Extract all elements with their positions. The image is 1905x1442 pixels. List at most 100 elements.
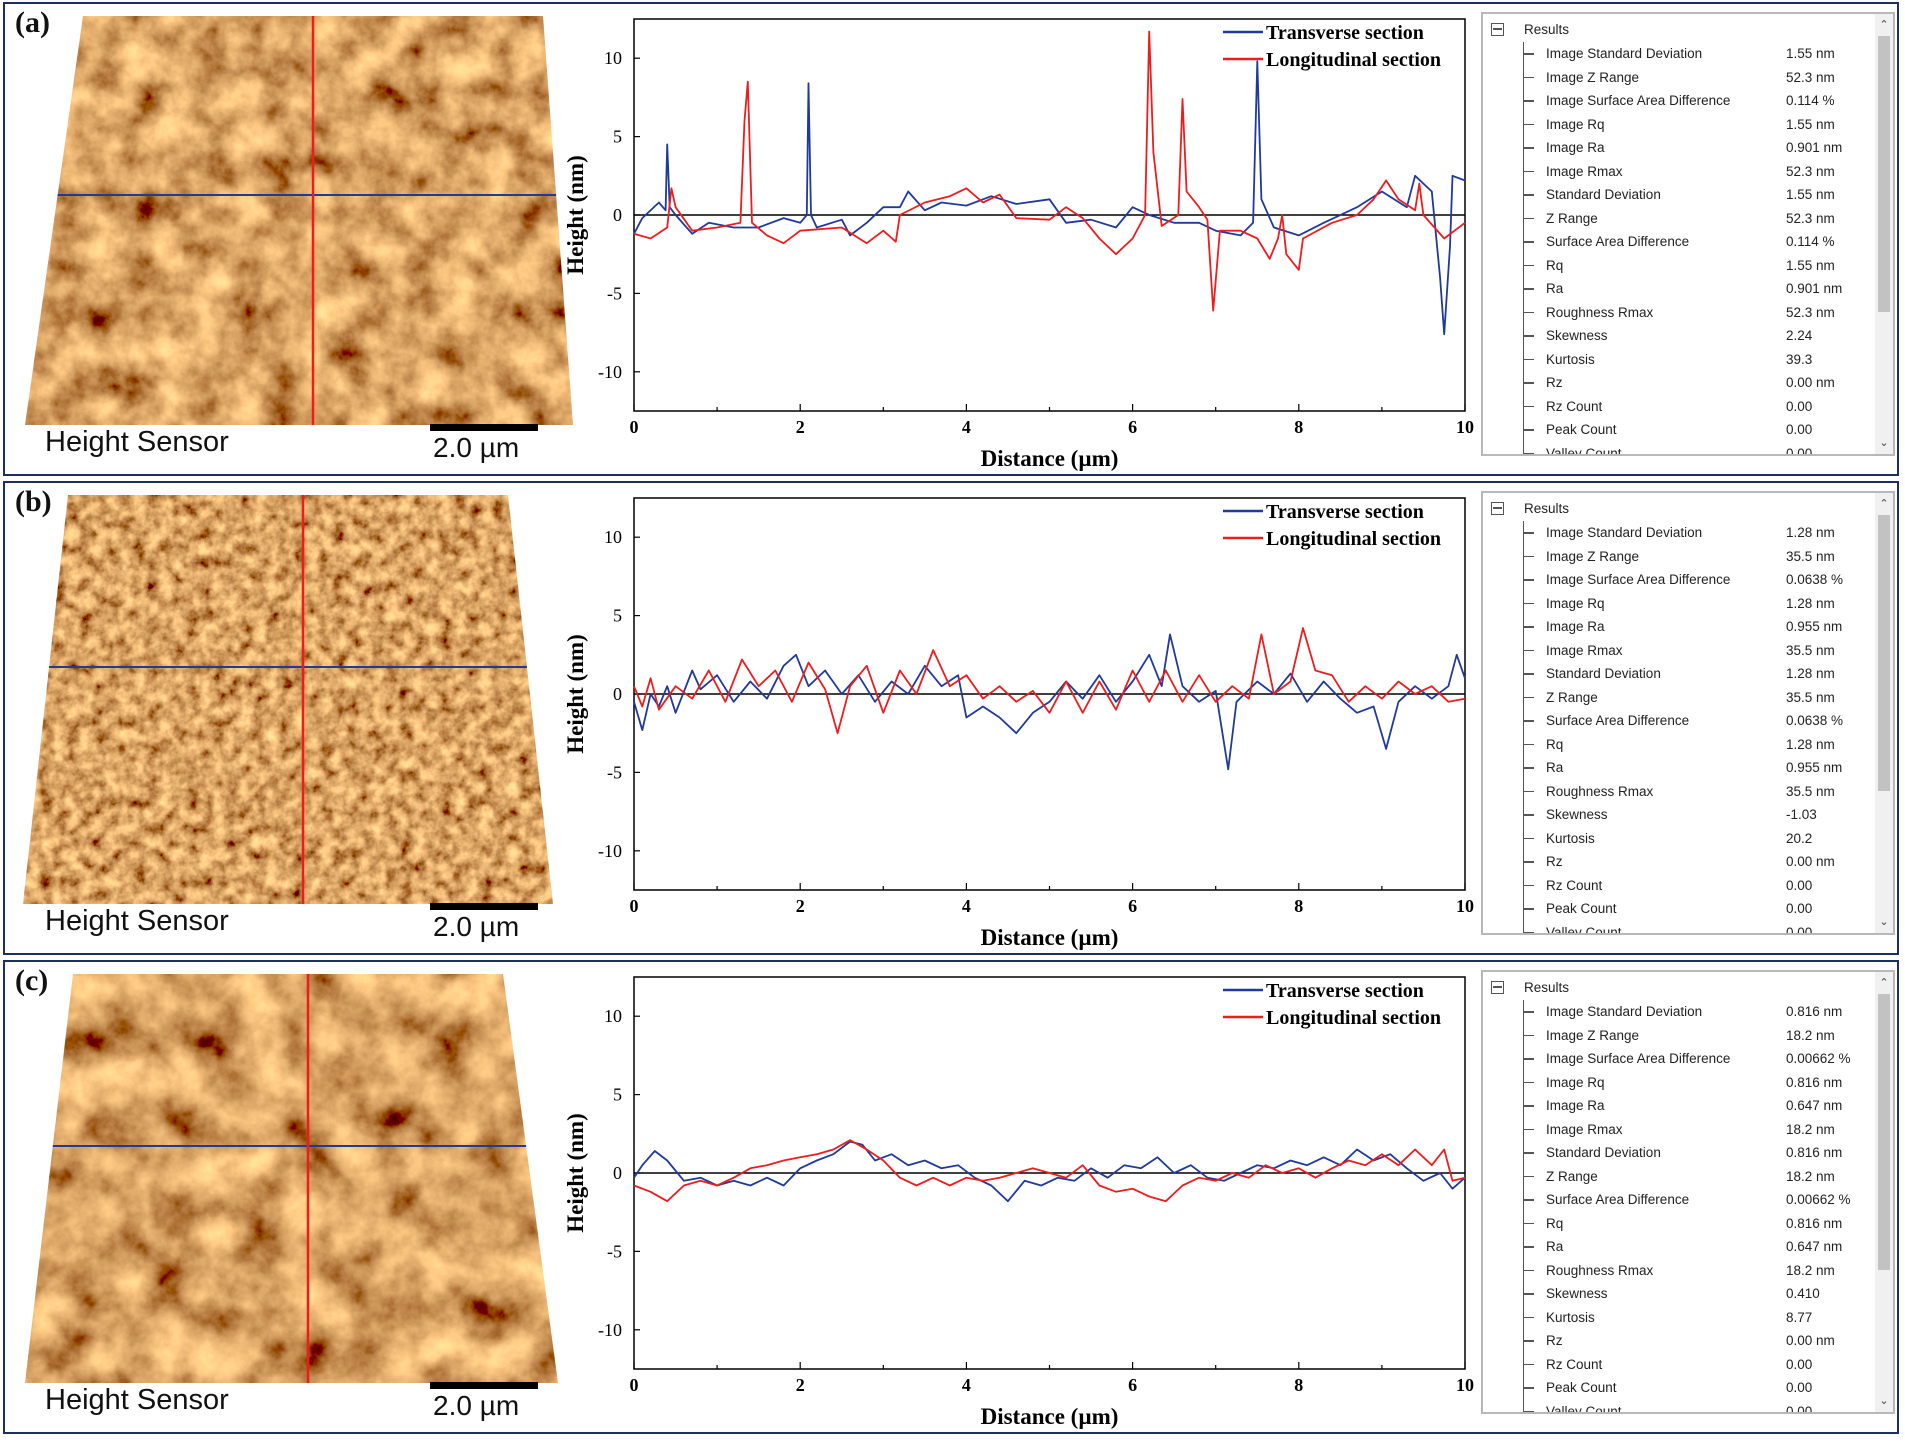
results-row[interactable]: Valley Count 0.00	[1524, 442, 1874, 454]
results-row[interactable]: Skewness -1.03	[1524, 803, 1874, 827]
results-row[interactable]: Kurtosis 8.77	[1524, 1306, 1874, 1330]
results-scrollbar[interactable]: ⌃ ⌄	[1875, 14, 1893, 454]
result-name: Rz	[1546, 1333, 1563, 1349]
results-row[interactable]: Surface Area Difference 0.114 %	[1524, 230, 1874, 254]
results-row[interactable]: Rz 0.00 nm	[1524, 1329, 1874, 1353]
result-value: 0.00	[1786, 1380, 1813, 1396]
results-row[interactable]: Ra 0.955 nm	[1524, 756, 1874, 780]
result-value: 2.24	[1786, 328, 1813, 344]
results-row[interactable]: Roughness Rmax 52.3 nm	[1524, 301, 1874, 325]
result-name: Ra	[1546, 281, 1564, 297]
results-header[interactable]: Results	[1491, 976, 1569, 998]
results-title: Results	[1524, 21, 1570, 37]
results-row[interactable]: Image Surface Area Difference 0.0638 %	[1524, 568, 1874, 592]
results-row[interactable]: Roughness Rmax 35.5 nm	[1524, 780, 1874, 804]
results-row[interactable]: Z Range 52.3 nm	[1524, 207, 1874, 231]
results-row[interactable]: Image Ra 0.901 nm	[1524, 136, 1874, 160]
results-row[interactable]: Rz Count 0.00	[1524, 1353, 1874, 1377]
results-row[interactable]: Standard Deviation 1.55 nm	[1524, 183, 1874, 207]
results-row[interactable]: Surface Area Difference 0.0638 %	[1524, 709, 1874, 733]
results-row[interactable]: Image Standard Deviation 1.28 nm	[1524, 521, 1874, 545]
results-row[interactable]: Valley Count 0.00	[1524, 921, 1874, 933]
results-row[interactable]: Standard Deviation 0.816 nm	[1524, 1141, 1874, 1165]
result-value: 18.2 nm	[1786, 1168, 1835, 1184]
results-row[interactable]: Rz 0.00 nm	[1524, 850, 1874, 874]
results-row[interactable]: Z Range 35.5 nm	[1524, 686, 1874, 710]
scale-bar-label: 2.0 µm	[433, 911, 520, 942]
results-row[interactable]: Z Range 18.2 nm	[1524, 1165, 1874, 1189]
results-row[interactable]: Roughness Rmax 18.2 nm	[1524, 1259, 1874, 1283]
x-tick-label: 4	[962, 896, 971, 916]
legend-label: Transverse section	[1266, 980, 1424, 1002]
results-row[interactable]: Image Rq 0.816 nm	[1524, 1071, 1874, 1095]
results-row[interactable]: Image Rmax 52.3 nm	[1524, 160, 1874, 184]
scrollbar-thumb[interactable]	[1878, 36, 1890, 312]
results-row[interactable]: Peak Count 0.00	[1524, 1376, 1874, 1400]
results-row[interactable]: Skewness 2.24	[1524, 324, 1874, 348]
results-row[interactable]: Ra 0.647 nm	[1524, 1235, 1874, 1259]
results-row[interactable]: Image Rq 1.28 nm	[1524, 592, 1874, 616]
results-row[interactable]: Rq 0.816 nm	[1524, 1212, 1874, 1236]
results-row[interactable]: Peak Count 0.00	[1524, 897, 1874, 921]
results-row[interactable]: Ra 0.901 nm	[1524, 277, 1874, 301]
x-axis-label: Distance (µm)	[981, 1404, 1119, 1429]
y-tick-label: -5	[607, 1241, 622, 1261]
scrollbar-thumb[interactable]	[1878, 515, 1890, 791]
results-scrollbar[interactable]: ⌃ ⌄	[1875, 493, 1893, 933]
results-header[interactable]: Results	[1491, 497, 1569, 519]
results-row[interactable]: Peak Count 0.00	[1524, 418, 1874, 442]
result-name: Roughness Rmax	[1546, 1262, 1654, 1278]
results-row[interactable]: Image Z Range 35.5 nm	[1524, 545, 1874, 569]
results-tree: Image Standard Deviation 1.28 nm Image Z R…	[1523, 521, 1874, 933]
results-row[interactable]: Rz Count 0.00	[1524, 874, 1874, 898]
results-row[interactable]: Image Surface Area Difference 0.00662 %	[1524, 1047, 1874, 1071]
results-row[interactable]: Image Standard Deviation 0.816 nm	[1524, 1000, 1874, 1024]
result-value: 35.5 nm	[1786, 689, 1835, 705]
x-tick-label: 2	[796, 1375, 805, 1395]
x-axis-label: Distance (µm)	[981, 446, 1119, 471]
results-row[interactable]: Image Standard Deviation 1.55 nm	[1524, 42, 1874, 66]
results-row[interactable]: Image Rmax 35.5 nm	[1524, 639, 1874, 663]
collapse-icon[interactable]	[1491, 980, 1504, 994]
results-header[interactable]: Results	[1491, 18, 1569, 40]
scroll-down-icon[interactable]: ⌄	[1879, 437, 1889, 449]
results-row[interactable]: Image Z Range 52.3 nm	[1524, 66, 1874, 90]
results-row[interactable]: Image Ra 0.955 nm	[1524, 615, 1874, 639]
results-row[interactable]: Standard Deviation 1.28 nm	[1524, 662, 1874, 686]
panel-label: (a)	[15, 6, 50, 39]
results-row[interactable]: Image Rq 1.55 nm	[1524, 113, 1874, 137]
results-row[interactable]: Image Z Range 18.2 nm	[1524, 1024, 1874, 1048]
result-value: 35.5 nm	[1786, 642, 1835, 658]
y-tick-label: 10	[604, 48, 622, 68]
x-tick-label: 10	[1456, 896, 1474, 916]
scroll-up-icon[interactable]: ⌃	[1879, 19, 1889, 31]
results-row[interactable]: Image Ra 0.647 nm	[1524, 1094, 1874, 1118]
results-row[interactable]: Rz 0.00 nm	[1524, 371, 1874, 395]
result-value: 0.410	[1786, 1286, 1820, 1302]
result-name: Image Rmax	[1546, 163, 1623, 179]
results-row[interactable]: Rq 1.55 nm	[1524, 254, 1874, 278]
results-row[interactable]: Rz Count 0.00	[1524, 395, 1874, 419]
scroll-down-icon[interactable]: ⌄	[1879, 1395, 1889, 1407]
results-row[interactable]: Image Surface Area Difference 0.114 %	[1524, 89, 1874, 113]
results-row[interactable]: Skewness 0.410	[1524, 1282, 1874, 1306]
transverse-series-line	[633, 633, 1466, 771]
results-row[interactable]: Valley Count 0.00	[1524, 1400, 1874, 1412]
scroll-down-icon[interactable]: ⌄	[1879, 916, 1889, 928]
results-row[interactable]: Surface Area Difference 0.00662 %	[1524, 1188, 1874, 1212]
results-scrollbar[interactable]: ⌃ ⌄	[1875, 972, 1893, 1412]
results-row[interactable]: Image Rmax 18.2 nm	[1524, 1118, 1874, 1142]
collapse-icon[interactable]	[1491, 501, 1504, 515]
panel-label: (c)	[15, 964, 49, 997]
result-name: Rq	[1546, 1215, 1564, 1231]
scroll-up-icon[interactable]: ⌃	[1879, 498, 1889, 510]
collapse-icon[interactable]	[1491, 22, 1504, 36]
result-value: 0.00	[1786, 901, 1813, 917]
scroll-up-icon[interactable]: ⌃	[1879, 977, 1889, 989]
results-row[interactable]: Kurtosis 39.3	[1524, 348, 1874, 372]
result-name: Image Z Range	[1546, 69, 1640, 85]
scrollbar-thumb[interactable]	[1878, 994, 1890, 1270]
results-panel: Results Image Standard Deviation 0.816 nm I…	[1481, 970, 1895, 1414]
results-row[interactable]: Rq 1.28 nm	[1524, 733, 1874, 757]
results-row[interactable]: Kurtosis 20.2	[1524, 827, 1874, 851]
